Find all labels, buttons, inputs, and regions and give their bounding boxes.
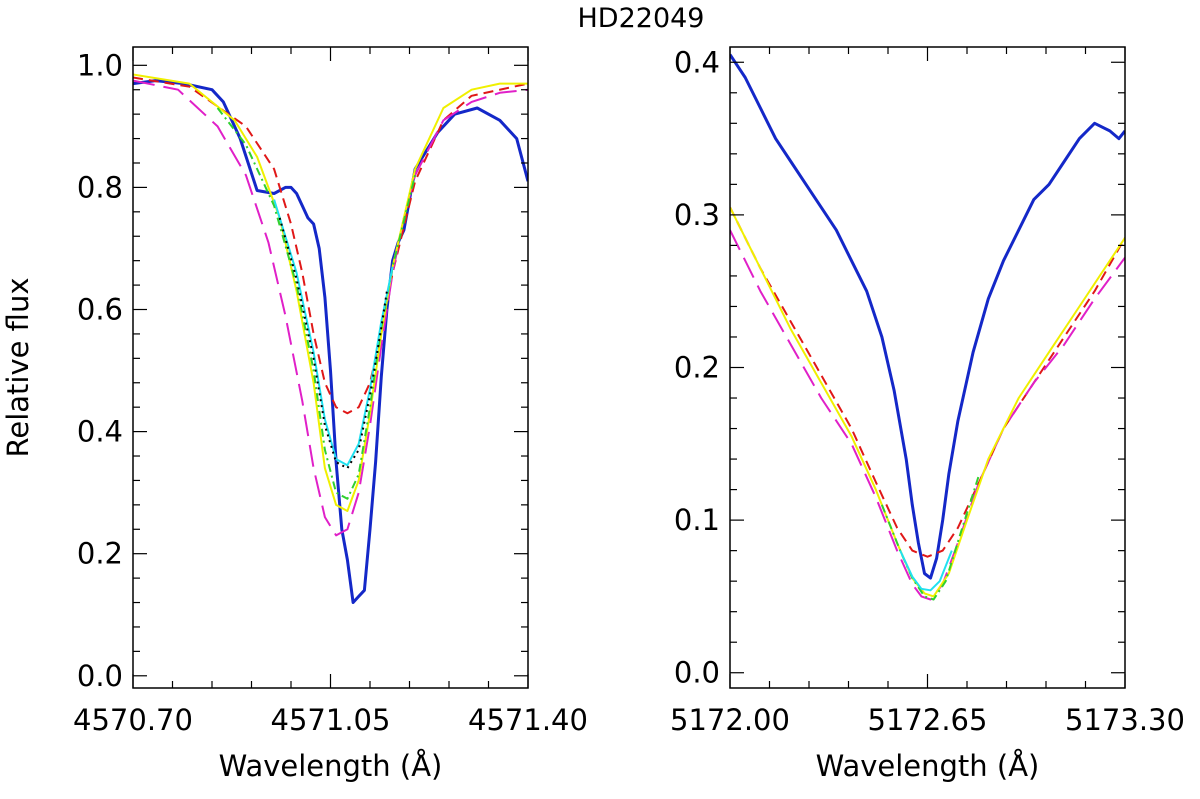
y-tick-label: 0.3 xyxy=(674,198,720,232)
series-cyan-solid-line xyxy=(899,550,953,592)
series-red-dashed-line xyxy=(133,76,528,415)
y-tick-label: 0.1 xyxy=(674,503,720,537)
series-green-dashdot-line xyxy=(880,473,981,601)
series-yellow-solid-line xyxy=(133,73,528,512)
y-tick-label: 0.4 xyxy=(77,415,123,449)
series-red-dashed-line xyxy=(730,206,1125,558)
x-tick-label: 5173.30 xyxy=(1065,703,1185,737)
x-tick-label: 5172.00 xyxy=(670,703,790,737)
y-tick-label: 0.0 xyxy=(674,656,720,690)
plot-frame xyxy=(729,46,1126,689)
series-black-dotted-line xyxy=(278,217,388,470)
left-panel: 0.0 0.2 0.4 0.6 0.8 1.0 4570.70 4571.05 4571.40 W… xyxy=(1,46,588,783)
y-tick-label: 1.0 xyxy=(77,48,123,82)
series-magenta-longdash-line xyxy=(133,79,528,537)
y-tick-label: 0.6 xyxy=(77,293,123,327)
x-tick-label: 5172.65 xyxy=(868,703,988,737)
series-observed-line xyxy=(133,79,528,604)
series-cyan-solid-line xyxy=(273,199,394,467)
x-tick-label: 4570.70 xyxy=(73,703,193,737)
x-axis-label: Wavelength (Å) xyxy=(816,749,1040,783)
x-tick-label: 4571.05 xyxy=(271,703,391,737)
y-tick-label: 0.8 xyxy=(77,170,123,204)
figure-title: HD22049 xyxy=(578,3,705,34)
series-yellow-solid-line xyxy=(730,206,1125,598)
series-magenta-longdash-line xyxy=(730,229,1125,601)
y-axis-label: Relative flux xyxy=(1,278,35,458)
y-tick-label: 0.4 xyxy=(674,45,720,79)
right-panel: 0.0 0.1 0.2 0.3 0.4 5172.00 5172.65 5173.30 Wave… xyxy=(670,45,1185,783)
y-tick-label: 0.2 xyxy=(674,351,720,385)
y-tick-label: 0.2 xyxy=(77,537,123,571)
series-observed-line xyxy=(730,53,1125,580)
y-tick-label: 0.0 xyxy=(77,659,123,693)
x-tick-label: 4571.40 xyxy=(468,703,588,737)
x-axis-label: Wavelength (Å) xyxy=(219,749,443,783)
